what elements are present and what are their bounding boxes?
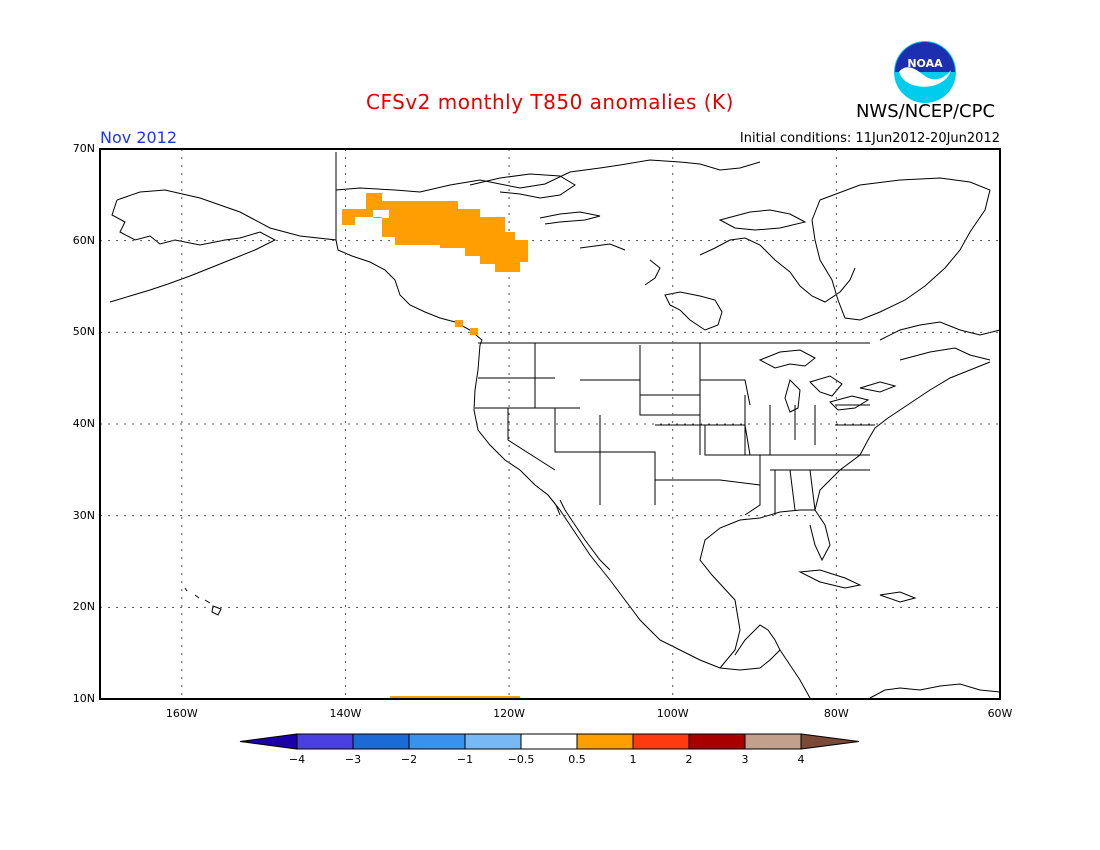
colorbar-swatch <box>744 733 802 750</box>
colorbar-swatch <box>520 733 578 750</box>
anomaly-region-bc-spot <box>455 320 463 327</box>
anomaly-region-south-strip <box>390 696 520 699</box>
noaa-logo-text: NOAA <box>907 57 943 70</box>
colorbar-arrow-high <box>800 733 860 750</box>
lat-label: 20N <box>72 600 95 614</box>
anomaly-shading <box>342 193 528 699</box>
colorbar-tick-label: 1 <box>629 753 637 766</box>
colorbar-swatch <box>408 733 466 750</box>
lon-label: 60W <box>987 707 1013 720</box>
lat-label: 30N <box>72 508 95 522</box>
colorbar-tick-label: −4 <box>288 753 306 766</box>
colorbar-tick-label: 2 <box>685 753 693 766</box>
lat-label: 50N <box>72 325 95 339</box>
forecast-month: Nov 2012 <box>100 128 178 147</box>
colorbar-tick-label: 3 <box>741 753 749 766</box>
colorbar-swatch <box>352 733 410 750</box>
map-frame <box>99 148 1001 700</box>
lon-label: 160W <box>165 707 198 720</box>
chart-title: CFSv2 monthly T850 anomalies (K) <box>366 90 734 114</box>
colorbar-swatch <box>296 733 354 750</box>
colorbar-swatch <box>632 733 690 750</box>
coastlines <box>109 152 1001 699</box>
lon-label: 140W <box>329 707 362 720</box>
lon-label: 100W <box>656 707 689 720</box>
lat-label: 10N <box>72 692 95 705</box>
anomaly-region-yukon <box>342 193 528 272</box>
colorbar <box>239 733 860 750</box>
colorbar-tick-label: −1 <box>456 753 474 766</box>
lon-label: 80W <box>823 707 849 720</box>
colorbar-swatch <box>464 733 522 750</box>
colorbar-tick-label: 0.5 <box>568 753 586 766</box>
colorbar-arrow-low <box>239 733 298 750</box>
anomaly-region-bc-spot <box>470 328 478 335</box>
colorbar-swatch <box>576 733 634 750</box>
colorbar-tick-label: −2 <box>400 753 418 766</box>
colorbar-tick-label: 4 <box>797 753 805 766</box>
lat-label: 60N <box>72 233 95 247</box>
initial-conditions: Initial conditions: 11Jun2012-20Jun2012 <box>739 131 1000 146</box>
lon-label: 120W <box>493 707 526 720</box>
org-label: NWS/NCEP/CPC <box>855 101 996 122</box>
graticule <box>100 149 1000 699</box>
colorbar-tick-label: −0.5 <box>507 753 535 766</box>
lat-label: 70N <box>72 142 95 155</box>
lat-label: 40N <box>72 417 95 430</box>
state-boundaries <box>475 342 875 516</box>
noaa-logo: NOAA <box>894 41 956 103</box>
colorbar-tick-label: −3 <box>344 753 362 766</box>
colorbar-swatch <box>688 733 746 750</box>
